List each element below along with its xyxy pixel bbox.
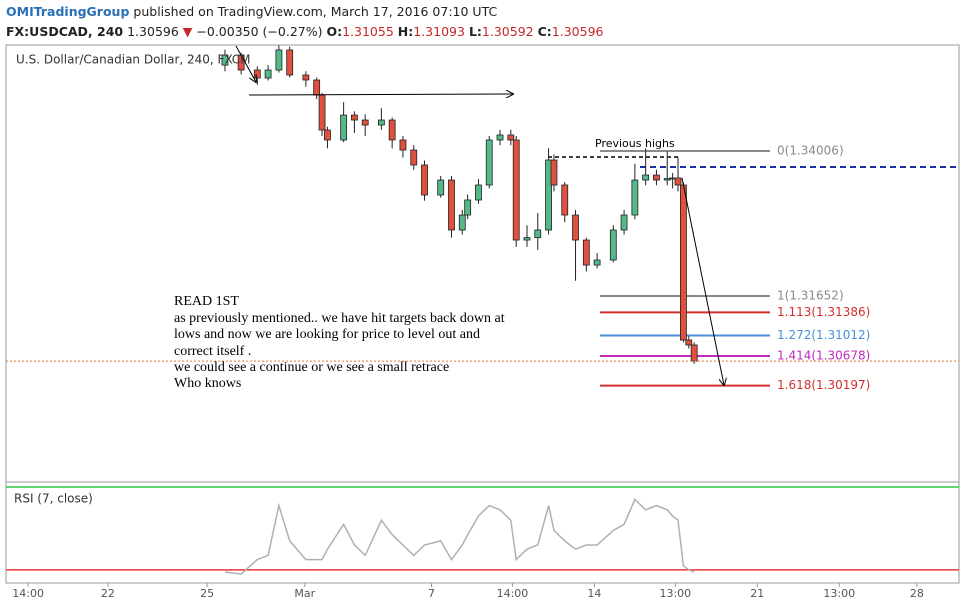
l-label: L: (468, 24, 482, 39)
rsi-line (224, 498, 695, 575)
note: READ 1ST as previously mentioned.. we ha… (174, 294, 505, 391)
candle-body (437, 179, 445, 196)
candle-body (609, 229, 617, 261)
fib-label: 1.618(1.30197) (777, 378, 870, 392)
candle-body (653, 174, 660, 181)
fib-label: 1.113(1.31386) (777, 305, 870, 319)
candle-body (324, 129, 331, 141)
author[interactable]: OMITradingGroup (6, 4, 130, 19)
x-tick-label: 14:00 (497, 587, 529, 600)
x-tick-label: 13:00 (823, 587, 855, 600)
candle-body (340, 114, 348, 141)
candle-body (361, 119, 369, 126)
candle-body (507, 134, 515, 141)
candle-body (642, 174, 650, 181)
x-tick-label: 14 (587, 587, 601, 600)
x-tick-label: 21 (750, 587, 764, 600)
h: 1.31093 (413, 24, 465, 39)
arrow (681, 177, 724, 385)
candle-body (534, 229, 542, 239)
x-tick-label: 25 (200, 587, 214, 600)
arrow: ▼ (182, 24, 193, 39)
fib-label: 0(1.34006) (777, 144, 844, 158)
x-tick-label: 28 (910, 587, 924, 600)
candle-body (264, 69, 272, 79)
candle-body (620, 214, 628, 231)
rsi-title: RSI (7, close) (14, 492, 93, 506)
x-tick-label: 22 (101, 587, 115, 600)
symbol: FX:USDCAD, 240 (6, 24, 124, 39)
candle-body (631, 179, 639, 216)
candle-body (286, 49, 294, 76)
candle-body (377, 119, 385, 126)
change: −0.00350 (−0.27%) (196, 24, 323, 39)
note-line: correct itself . (174, 344, 251, 359)
x-tick-label: 7 (428, 587, 435, 600)
candle-body (410, 149, 418, 166)
note-line: we could see a continue or we see a smal… (174, 360, 449, 375)
candle-body (399, 139, 407, 151)
candle-body (485, 139, 493, 186)
candle-body (253, 69, 261, 79)
candle-body (313, 79, 321, 96)
candle-body (685, 339, 693, 346)
candle-body (674, 177, 682, 186)
c: 1.30596 (551, 24, 604, 39)
chart-title: U.S. Dollar/Canadian Dollar, 240, FXCM (16, 53, 251, 67)
candle-body (690, 344, 698, 362)
x-tick-label: Mar (294, 587, 315, 600)
last: 1.30596 (127, 24, 179, 39)
candle-body (302, 74, 310, 81)
header-line: FX:USDCAD, 240 1.30596 ▼ −0.00350 (−0.27… (6, 22, 603, 42)
c-label: C: (537, 24, 552, 39)
candle-body (388, 119, 396, 141)
candle-body (523, 237, 531, 241)
arrow (248, 94, 513, 95)
header-line: OMITradingGroup published on TradingView… (6, 2, 603, 22)
candle-body (421, 164, 428, 196)
note-line: READ 1ST (174, 294, 239, 309)
arrow (235, 45, 256, 82)
candle-body (512, 139, 520, 241)
l: 1.30592 (481, 24, 534, 39)
o-label: O: (326, 24, 343, 39)
h-label: H: (397, 24, 414, 39)
candle-body (475, 184, 482, 201)
candle-body (351, 114, 358, 121)
o: 1.31055 (342, 24, 394, 39)
fib-label: 1.414(1.30678) (777, 349, 870, 363)
x-tick-label: 14:00 (12, 587, 44, 600)
candle-body (680, 184, 687, 341)
candle-body (318, 94, 326, 131)
candle-body (550, 159, 558, 186)
candle-body (582, 239, 590, 266)
note-line: Who knows (174, 376, 241, 391)
candle-body (496, 134, 504, 141)
note-line: as previously mentioned.. we have hit ta… (174, 311, 505, 326)
candle-body (448, 179, 455, 231)
candle-body (572, 214, 579, 241)
fib-label: 1(1.31652) (777, 289, 844, 303)
previous-highs-label: Previous highs (595, 137, 675, 150)
candle-body (545, 159, 552, 231)
note-line: lows and now we are looking for price to… (174, 327, 480, 342)
candle-body (458, 214, 466, 231)
pane-border (5, 44, 960, 584)
fib-label: 1.272(1.31012) (777, 328, 870, 342)
x-tick-label: 13:00 (659, 587, 691, 600)
candle-body (561, 184, 569, 216)
candle-body (275, 49, 283, 71)
candle-body (593, 259, 601, 266)
candle-body (464, 199, 472, 216)
candle-body (221, 54, 229, 66)
header: OMITradingGroup published on TradingView… (6, 2, 603, 42)
published: published on TradingView.com, March 17, … (133, 4, 498, 19)
